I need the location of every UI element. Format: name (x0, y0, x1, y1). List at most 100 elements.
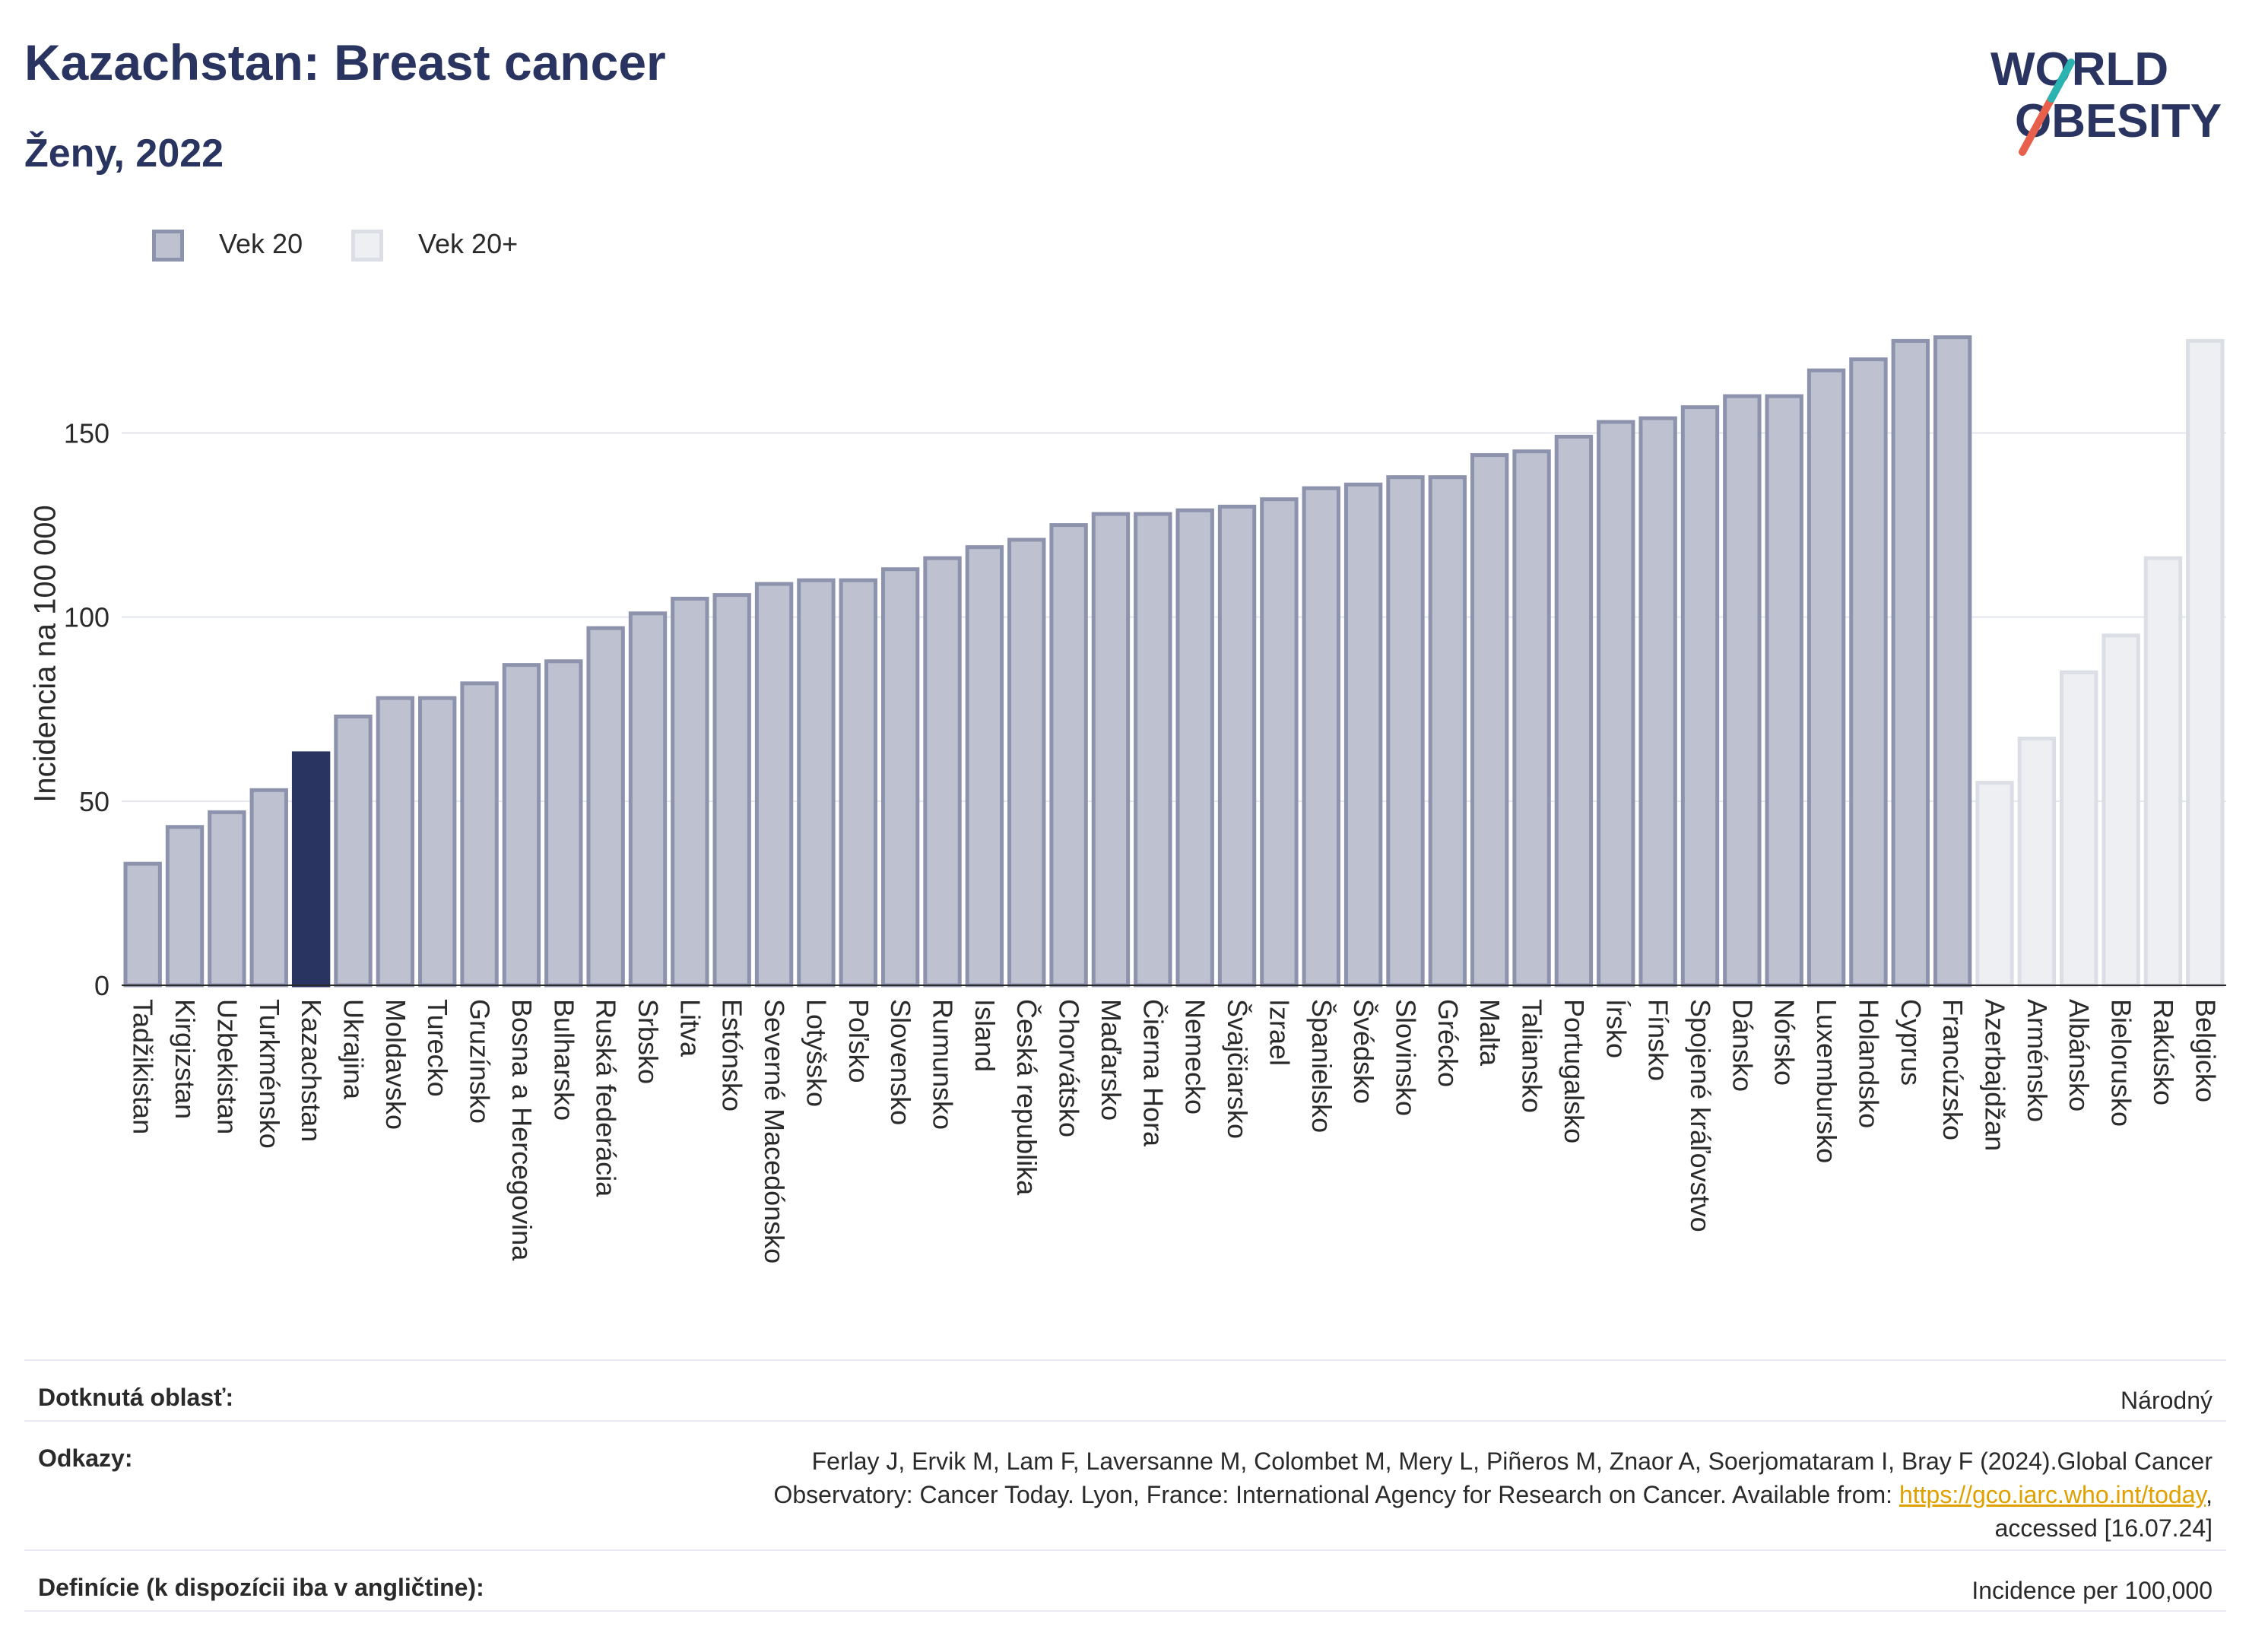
x-tick-label: Arménsko (2022, 999, 2053, 1122)
x-tick-label: Rakúsko (2148, 999, 2179, 1105)
bar (1428, 475, 1467, 988)
bar (1175, 508, 1214, 988)
y-tick-label: 100 (64, 602, 109, 633)
x-tick-label: Bulharsko (548, 999, 579, 1121)
bar (1386, 475, 1425, 988)
x-tick-label: Švédsko (1348, 999, 1379, 1104)
bar (2060, 670, 2098, 988)
bar (418, 696, 457, 988)
x-tick-label: Holandsko (1853, 999, 1884, 1128)
bar (291, 751, 331, 988)
bar (1134, 512, 1172, 988)
x-tick-label: Tadžikistan (128, 999, 159, 1134)
x-tick-label: Turkménsko (254, 999, 285, 1149)
bar (1260, 497, 1299, 988)
bar (1723, 394, 1762, 988)
bar (1343, 482, 1383, 988)
bar (1933, 335, 1972, 988)
bar (1680, 405, 1720, 988)
x-tick-label: Azerbajdžan (1980, 999, 2011, 1151)
bar (1765, 394, 1803, 988)
info-bottom-divider (24, 1610, 2226, 1612)
x-tick-label: Malta (1474, 999, 1505, 1067)
references-line-1: Ferlay J, Ervik M, Lam F, Laversanne M, … (811, 1447, 2213, 1475)
bar (671, 596, 709, 988)
x-tick-label: Island (969, 999, 1001, 1072)
bar (1975, 781, 2014, 988)
bar (1049, 523, 1088, 988)
references-link[interactable]: https://gco.iarc.who.int/today (1898, 1481, 2206, 1508)
logo-text-world: WORLD (1990, 43, 2168, 96)
x-tick-label: Česká republika (1011, 999, 1042, 1196)
bar (1806, 368, 1846, 988)
x-tick-label: Uzbekistan (211, 999, 243, 1134)
x-tick-label: Gruzínsko (465, 999, 496, 1124)
chart-subtitle: Ženy, 2022 (24, 132, 224, 176)
x-tick-label: Španielsko (1306, 999, 1337, 1133)
references-text: Ferlay J, Ervik M, Lam F, Laversanne M, … (773, 1444, 2213, 1545)
bar (797, 578, 836, 988)
references-label: Odkazy: (38, 1444, 133, 1472)
bar (460, 681, 499, 988)
bar (2186, 338, 2225, 988)
bar (1091, 512, 1131, 988)
x-tick-label: Slovinsko (1390, 999, 1421, 1116)
world-obesity-logo: WORLD OBESITY (1990, 43, 2222, 156)
x-tick-label: Kirgizstan (170, 999, 201, 1119)
area-value: Národný (2121, 1387, 2213, 1414)
x-tick-label: Ukrajina (338, 999, 369, 1100)
legend-swatch-vek-20-plus (351, 230, 383, 262)
x-tick-label: Lotyšsko (801, 999, 832, 1107)
bar (2101, 633, 2140, 988)
x-tick-label: Ruská federácia (591, 999, 622, 1197)
bar (334, 714, 373, 988)
bar (544, 659, 583, 988)
x-tick-label: Rumunsko (928, 999, 959, 1130)
x-tick-label: Nórsko (1769, 999, 1800, 1086)
bar (712, 593, 751, 988)
bar (880, 567, 920, 988)
bar (586, 626, 625, 988)
y-tick-label: 0 (94, 970, 109, 1001)
info-row-references: Odkazy: Ferlay J, Ervik M, Lam F, Lavers… (24, 1420, 2226, 1549)
references-line-2-text: Observatory: Cancer Today. Lyon, France:… (773, 1481, 1899, 1508)
chart-title: Kazachstan: Breast cancer (24, 34, 666, 90)
bar (165, 825, 205, 988)
x-tick-label: Maďarsko (1096, 999, 1127, 1121)
info-row-area: Dotknutá oblasť: Národný (24, 1359, 2226, 1420)
bar (376, 696, 415, 988)
x-tick-label: Belgicko (2190, 999, 2221, 1102)
y-tick-label: 150 (64, 418, 109, 449)
info-row-definitions: Definície (k dispozícii iba v angličtine… (24, 1549, 2226, 1610)
bar (1554, 434, 1594, 988)
x-tick-label: Turecko (422, 999, 453, 1097)
bar (502, 663, 541, 988)
references-line-3: accessed [16.07.24] (1994, 1514, 2213, 1542)
references-comma: , (2206, 1481, 2213, 1508)
x-tick-label: Dánsko (1727, 999, 1758, 1092)
x-tick-label: Litva (674, 999, 706, 1057)
legend-swatch-vek-20 (152, 230, 184, 262)
bar-chart: 0 50 100 150 Tadžikistan Kirgizstan Uzbekistan… (64, 335, 2226, 1264)
x-tick-label: Moldavsko (380, 999, 411, 1130)
x-tick-label: Kazachstan (296, 999, 327, 1142)
x-tick-label: Spojené kráľovstvo (1685, 999, 1716, 1232)
x-tick-label: Poľsko (843, 999, 874, 1083)
bar (754, 582, 794, 988)
bar (249, 788, 288, 988)
x-tick-label: Nemecko (1180, 999, 1211, 1115)
bar (839, 578, 877, 988)
bar (1007, 537, 1046, 988)
references-line-2: Observatory: Cancer Today. Lyon, France:… (773, 1478, 2213, 1511)
x-tick-label: Bosna a Hercegovina (506, 999, 538, 1261)
x-tick-label: Švajčiarsko (1222, 999, 1253, 1139)
x-tick-label: Fínsko (1643, 999, 1674, 1081)
x-tick-label: Portugalsko (1559, 999, 1590, 1143)
bar (1302, 486, 1340, 988)
x-tick-label: Bielorusko (2106, 999, 2137, 1127)
x-tick-label: Chorvátsko (1054, 999, 1085, 1137)
definitions-label: Definície (k dispozícii iba v angličtine… (38, 1574, 484, 1601)
bar (1512, 449, 1551, 988)
definitions-value: Incidence per 100,000 (1971, 1577, 2213, 1604)
x-tick-label: Čierna Hora (1137, 999, 1169, 1147)
